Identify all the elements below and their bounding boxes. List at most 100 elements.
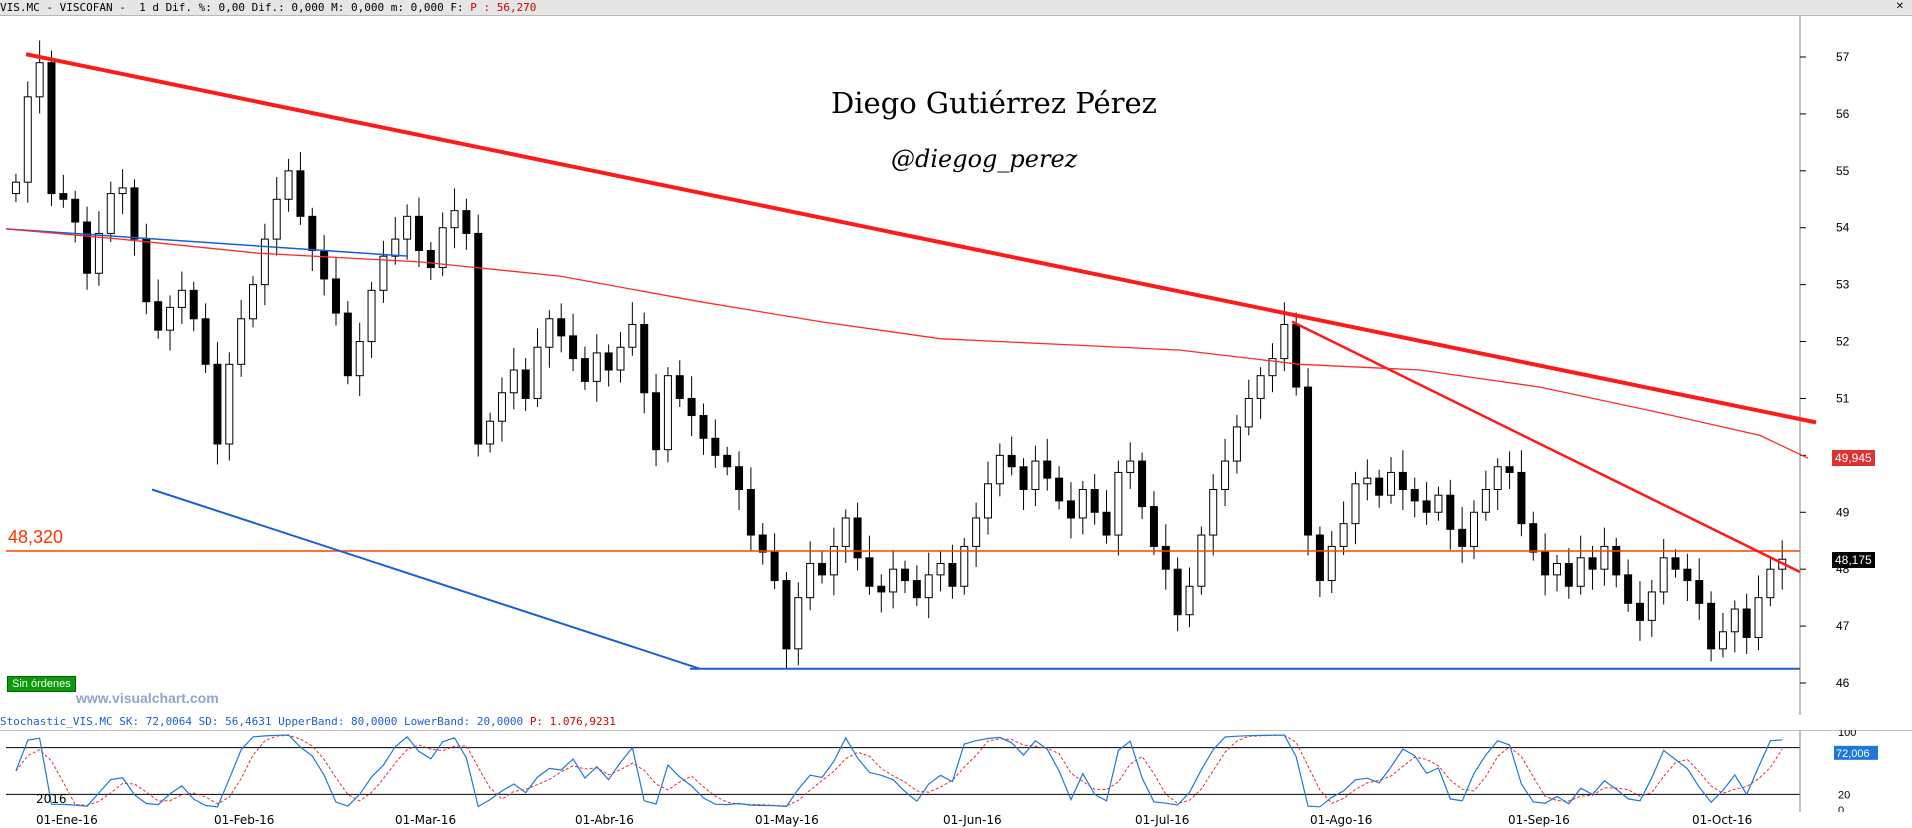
candle-body: [201, 318, 210, 365]
candle-body: [154, 301, 163, 331]
candle-body: [118, 187, 127, 195]
candle-body: [1695, 580, 1704, 604]
indicator-label: Stochastic_VIS.MC SK: 72,0064 SD: 56,463…: [0, 715, 530, 728]
candle-body: [1541, 551, 1550, 576]
candle-body: [699, 415, 708, 439]
orders-button[interactable]: Sin órdenes: [7, 676, 76, 692]
candle-body: [1410, 489, 1419, 502]
candle-body: [533, 346, 542, 399]
date-label: 01-Abr-16: [575, 813, 634, 827]
candle-body: [1387, 471, 1396, 496]
candle-body: [1138, 460, 1147, 508]
k-tag-bg: [1834, 745, 1878, 760]
price-tick-label: 52: [1836, 335, 1850, 349]
candle-body: [1149, 506, 1158, 547]
candle-body: [11, 181, 20, 195]
date-label: 01-May-16: [755, 813, 819, 827]
candle-body: [1398, 471, 1407, 491]
support-level-label: 48,320: [8, 527, 64, 547]
candle-body: [901, 568, 909, 582]
date-axis: 01-Ene-16 01-Feb-16 01-Mar-16 01-Abr-16 01-M…: [0, 812, 1912, 828]
candle-body: [912, 580, 921, 599]
candle-body: [616, 346, 625, 371]
stochastic-grid: [0, 730, 1912, 795]
candle-body: [343, 312, 352, 377]
symbol-line: VIS.MC - VISCOFAN - 1 d Dif. %: 0,00 Dif…: [0, 1, 471, 14]
date-label: 01-Mar-16: [395, 813, 457, 827]
candle-body: [94, 232, 103, 274]
price-chart[interactable]: 464748495051525354555657: [0, 16, 1912, 715]
candle-body: [675, 375, 684, 399]
candle-body: [426, 249, 435, 269]
candle-body: [166, 306, 175, 331]
date-label: 01-Sep-16: [1508, 813, 1570, 827]
candle-body: [1600, 545, 1609, 570]
price-tick-label: 55: [1836, 164, 1850, 178]
stochastic-tick-lower: 20: [1838, 789, 1850, 801]
stochastic-lines: [15, 734, 1783, 808]
candle-body: [865, 557, 874, 587]
candle-body: [1612, 545, 1621, 576]
close-icon[interactable]: ✕: [1895, 1, 1904, 12]
candle-body: [1031, 460, 1040, 491]
candle-body: [1268, 358, 1277, 377]
candle-body: [1730, 608, 1739, 633]
candle-body: [1232, 426, 1241, 462]
candle-body: [1470, 511, 1479, 547]
candle-body: [249, 284, 258, 320]
candle-body: [818, 562, 827, 576]
k-tag: 72,006: [1836, 748, 1870, 760]
candle-body: [1754, 597, 1763, 638]
price-tick-label: 54: [1836, 221, 1850, 235]
stochastic-d-line: [15, 734, 1783, 807]
candle-body: [403, 215, 412, 240]
date-label: 01-Jun-16: [943, 813, 1002, 827]
candle-body: [1493, 466, 1502, 491]
candle-body: [782, 580, 791, 650]
indicator-price: P: 1.076,9231: [529, 715, 616, 728]
candle-body: [391, 238, 400, 257]
candle-body: [580, 358, 589, 382]
candle-body: [592, 352, 601, 382]
candle-body: [296, 170, 305, 217]
early-support: [5, 228, 409, 257]
candle-body: [237, 318, 246, 365]
candle-body: [1114, 471, 1123, 536]
candle-body: [746, 489, 755, 536]
author-name: Diego Gutiérrez Pérez: [831, 86, 1157, 120]
candle-body: [486, 420, 495, 445]
moving-average: [5, 228, 1809, 459]
candle-body: [1244, 397, 1253, 428]
year-label: 2016: [36, 792, 67, 806]
candle-body: [23, 96, 32, 183]
price-axis-bg: [1800, 16, 1912, 715]
candle-body: [1327, 545, 1336, 582]
candle-body: [414, 215, 423, 251]
candle-body: [1185, 585, 1194, 616]
stochastic-tick-upper: 100: [1838, 730, 1856, 739]
candle-body: [1671, 557, 1680, 570]
candle-body: [1126, 460, 1135, 473]
candle-body: [1173, 568, 1182, 616]
date-label: 01-Ago-16: [1310, 813, 1373, 827]
price-tick-label: 53: [1836, 278, 1850, 292]
candle-body: [711, 437, 720, 456]
price-tick-label: 56: [1836, 107, 1850, 121]
candle-body: [687, 397, 696, 417]
candle-body: [1588, 557, 1597, 570]
candle-body: [1043, 460, 1052, 479]
candle-body: [1078, 489, 1087, 519]
candle-body: [1055, 477, 1064, 502]
candle-body: [367, 289, 376, 343]
candle-body: [557, 318, 566, 337]
candle-body: [1315, 534, 1324, 582]
candle-body: [1481, 489, 1490, 513]
candle-body: [474, 232, 483, 445]
candle-body: [462, 210, 471, 234]
candle-body: [225, 363, 234, 445]
candle-body: [936, 562, 945, 576]
price-tick-label: 47: [1836, 619, 1850, 633]
candle-body: [1446, 494, 1455, 530]
channel-diagonal: [151, 488, 701, 670]
